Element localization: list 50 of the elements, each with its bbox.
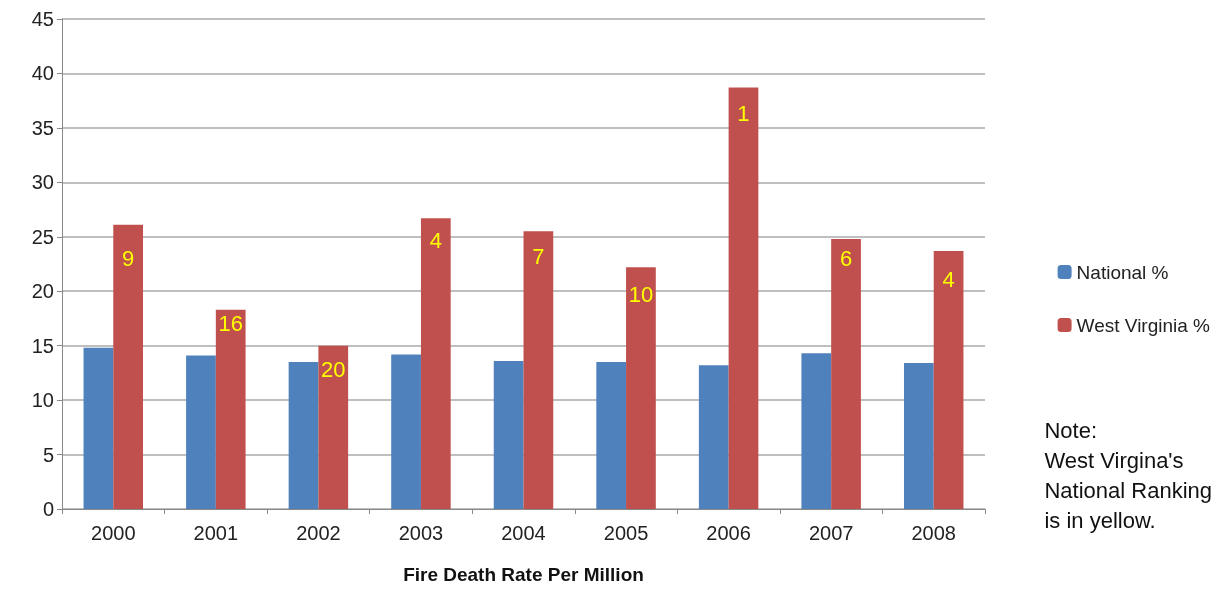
x-tick-label: 2008 [911,522,956,544]
annotation: 20 [321,357,346,383]
annotation: 9 [122,246,135,272]
annotation: 4 [942,266,955,292]
bar [318,345,349,509]
bar [83,347,114,509]
bar [523,231,554,509]
x-tick-label: 2005 [603,522,649,544]
bar [493,360,524,509]
x-tick-label: 2007 [808,522,854,544]
y-tick-label: 45 [31,8,54,30]
bar [801,353,832,509]
x-tick-label: 2006 [706,522,751,544]
legend-label: National % [1076,261,1169,283]
y-tick-label: 15 [31,334,54,357]
annotation: 6 [839,246,853,272]
x-tick-label: 2004 [501,522,546,544]
y-tick-label: 5 [42,443,54,466]
bar [420,218,451,509]
legend-label: West Virginia % [1076,314,1211,336]
bar [113,224,144,509]
bar [215,309,246,509]
bar [903,363,934,509]
x-tick-label: 2001 [193,522,239,544]
bar [698,365,729,509]
x-tick-label: 2002 [296,522,341,544]
x-tick-label: 2003 [398,522,444,544]
x-tick-label: 2000 [91,522,136,544]
bar [933,250,964,509]
bar [288,362,319,509]
y-tick-label: 0 [42,498,54,520]
bar [626,267,656,509]
annotation: 10 [628,281,654,307]
x-axis-title: Fire Death Rate Per Million [403,564,644,585]
annotation: 4 [429,227,442,253]
annotation: 1 [737,101,750,127]
y-tick-label: 40 [31,62,54,85]
y-tick-label: 30 [31,171,54,194]
bar [391,354,421,509]
y-tick-label: 20 [31,280,54,303]
text: Note: West Virgina's National Ranking is in yellow. [1044,417,1212,533]
bar [186,355,216,509]
y-tick-label: 10 [31,389,54,412]
bar [596,362,627,509]
y-tick-label: 35 [31,116,54,139]
bar [831,238,861,509]
annotation: 7 [532,243,545,269]
annotation: 16 [218,311,243,337]
bar [728,87,759,509]
y-tick-label: 25 [31,225,54,248]
